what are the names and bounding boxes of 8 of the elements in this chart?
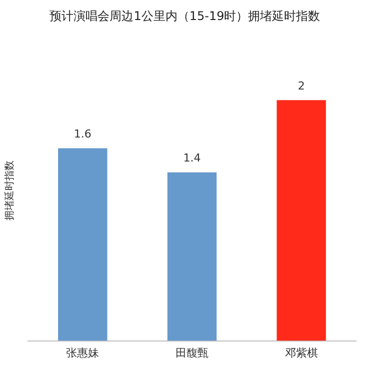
x-tick-label: 田馥甄 — [176, 346, 208, 360]
y-axis-title: 拥堵延时指数 — [4, 160, 16, 220]
x-tick-label: 邓紫棋 — [284, 346, 318, 360]
x-tick-label: 张惠妹 — [66, 346, 100, 360]
chart-title: 预计演唱会周边1公里内（15-19时）拥堵延时指数 — [48, 8, 322, 25]
data-label: 1.4 — [183, 152, 201, 165]
data-label: 1.6 — [74, 128, 92, 141]
data-label: 2 — [298, 80, 305, 93]
